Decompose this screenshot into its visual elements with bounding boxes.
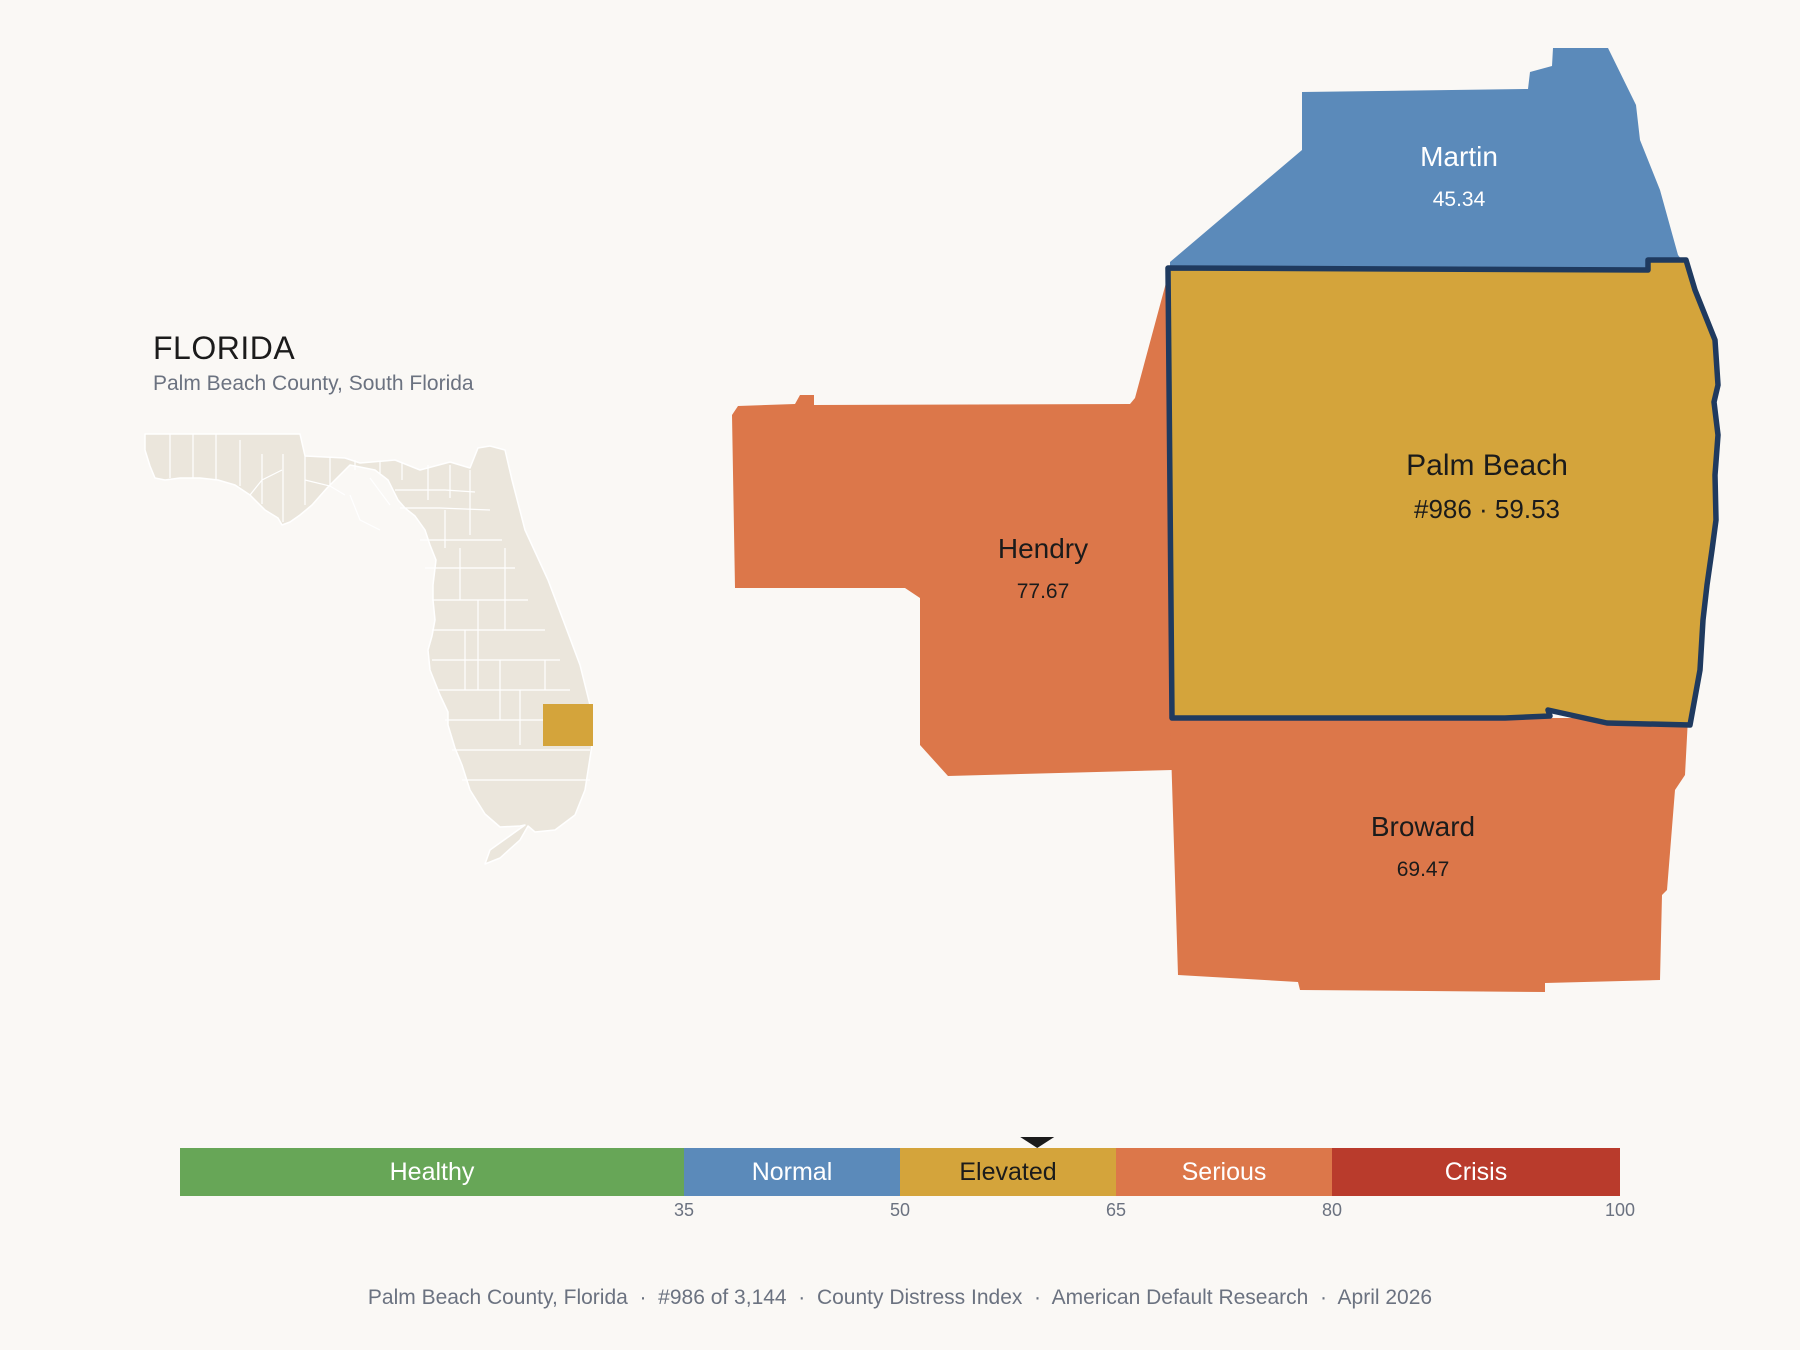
footer-county: Palm Beach County, Florida: [367, 1286, 628, 1309]
county-martin[interactable]: [1170, 48, 1690, 270]
legend-tick-50: 50: [890, 1200, 910, 1220]
distress-scale-legend: Healthy Normal Elevated Serious Crisis 35 50 65…: [180, 1137, 1635, 1220]
legend-segment-elevated: [900, 1148, 1116, 1196]
county-label-hendry: Hendry: [998, 533, 1088, 564]
current-value-marker: [1020, 1137, 1055, 1148]
state-title: FLORIDA: [153, 330, 296, 366]
legend-label-serious: Serious: [1182, 1158, 1267, 1186]
footer-separator: ·: [1308, 1286, 1338, 1309]
county-value-martin: 45.34: [1433, 188, 1486, 211]
legend-label-normal: Normal: [752, 1158, 833, 1186]
county-broward[interactable]: [1170, 718, 1688, 992]
legend-segment-crisis: [1332, 1148, 1620, 1196]
legend-tick-80: 80: [1322, 1200, 1342, 1220]
footer-rank: #986 of 3,144: [658, 1286, 787, 1309]
footer-caption: Palm Beach County, Florida · #986 of 3,1…: [0, 1286, 1800, 1310]
legend-label-elevated: Elevated: [959, 1158, 1056, 1186]
legend-segment-healthy: [180, 1148, 684, 1196]
county-palm-beach[interactable]: [1165, 257, 1721, 728]
legend-segment-serious: [1116, 1148, 1332, 1196]
county-label-broward: Broward: [1371, 811, 1475, 842]
county-hendry[interactable]: [732, 268, 1172, 776]
inset-county-lines: [169, 434, 590, 781]
legend-label-crisis: Crisis: [1445, 1158, 1508, 1186]
footer-separator: ·: [786, 1286, 817, 1309]
county-labels: Martin 45.34 Hendry 77.67 Palm Beach #98…: [998, 141, 1568, 881]
county-value-palm-beach: #986 · 59.53: [1414, 494, 1560, 524]
legend-tick-35: 35: [674, 1200, 694, 1220]
state-subtitle: Palm Beach County, South Florida: [153, 372, 474, 395]
legend-label-healthy: Healthy: [390, 1158, 475, 1186]
footer-index-name: County Distress Index: [816, 1286, 1023, 1309]
legend-tick-65: 65: [1106, 1200, 1126, 1220]
footer-separator: ·: [627, 1286, 659, 1309]
florida-inset-map: [144, 433, 593, 865]
legend-tick-100: 100: [1605, 1200, 1635, 1220]
county-map: [732, 48, 1721, 992]
county-value-broward: 69.47: [1397, 858, 1450, 881]
county-value-hendry: 77.67: [1017, 580, 1070, 603]
inset-highlight-palm-beach: [543, 704, 593, 746]
county-label-martin: Martin: [1420, 141, 1498, 172]
footer-separator: ·: [1022, 1286, 1052, 1309]
footer-source: American Default Research: [1051, 1286, 1309, 1309]
footer-date: April 2026: [1337, 1286, 1433, 1309]
legend-segment-normal: [684, 1148, 900, 1196]
county-label-palm-beach: Palm Beach: [1406, 449, 1568, 482]
florida-state-shape: [144, 433, 593, 865]
